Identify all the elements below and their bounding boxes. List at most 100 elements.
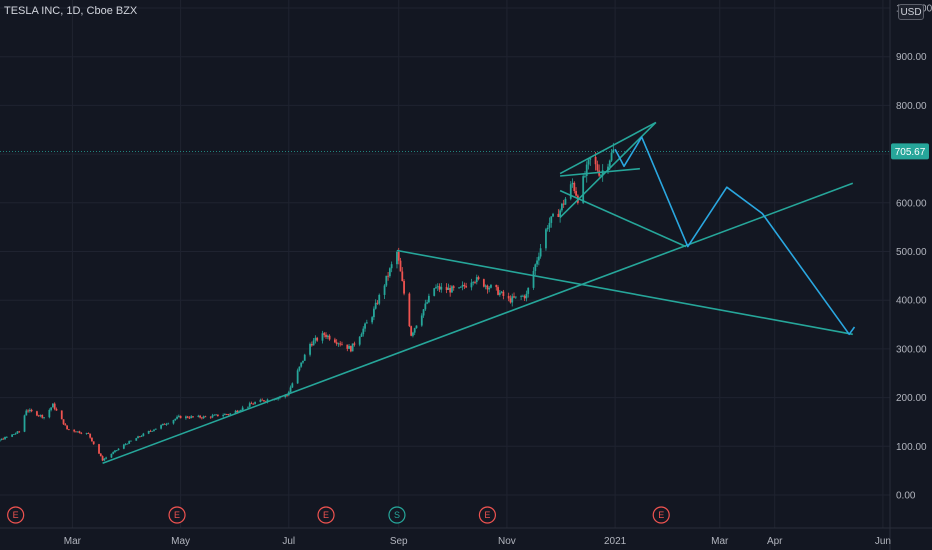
price-tick-label: 100.00 (896, 442, 927, 453)
candle (43, 417, 45, 420)
wedge-line[interactable] (559, 121, 657, 175)
candle (110, 453, 113, 459)
candle (209, 416, 212, 419)
candle (23, 414, 26, 433)
wedge-line[interactable] (559, 189, 687, 248)
candle (4, 436, 6, 440)
candle (585, 161, 588, 183)
event-markers[interactable]: E E E E ES (7, 506, 670, 524)
wedge-line[interactable] (559, 121, 657, 218)
earnings-marker[interactable]: E (478, 506, 497, 524)
candle (341, 341, 343, 346)
price-tick-label: 600.00 (896, 198, 927, 209)
last-price-text: 705.67 (895, 147, 926, 158)
candle (98, 443, 100, 455)
currency-button[interactable]: USD (898, 4, 924, 20)
earnings-marker[interactable]: E (7, 506, 25, 524)
candle (564, 197, 567, 205)
candle (484, 284, 487, 290)
price-axis[interactable]: 0.00 100.00 200.00 300.00 400.00 500.00 600.00… (896, 4, 932, 502)
candle (36, 410, 38, 417)
candle (422, 309, 425, 318)
candle (488, 285, 491, 293)
projection-path[interactable] (614, 136, 856, 336)
candle (250, 401, 253, 405)
candle (498, 289, 501, 297)
candle (364, 322, 366, 332)
candle (513, 292, 515, 299)
candle (552, 212, 554, 218)
candle (490, 283, 492, 289)
candle (52, 403, 54, 408)
candle (539, 243, 542, 259)
candle (142, 432, 145, 437)
candle (371, 315, 374, 325)
candle (11, 434, 14, 438)
candle (140, 435, 143, 437)
trendline-drawings[interactable] (102, 121, 856, 465)
wedge-line[interactable] (560, 167, 640, 177)
candle (520, 294, 523, 301)
candle (511, 293, 514, 307)
candle (165, 422, 168, 426)
candle (353, 341, 356, 347)
candle (0, 438, 3, 441)
candle (365, 319, 368, 324)
candle (401, 267, 404, 282)
earnings-marker[interactable]: E (652, 506, 670, 524)
svg-text:S: S (394, 510, 400, 520)
chart-grid (0, 0, 890, 528)
candle (435, 284, 437, 289)
candle (451, 285, 453, 293)
candle (396, 250, 398, 269)
candle (18, 430, 21, 433)
candle (474, 280, 476, 285)
candle (337, 342, 340, 347)
candle (569, 181, 572, 201)
candle (326, 334, 329, 340)
candle (610, 148, 613, 162)
candle (41, 414, 44, 419)
candle (445, 283, 448, 294)
candle (497, 285, 499, 296)
candle (349, 345, 352, 353)
falling-trendline[interactable] (396, 249, 853, 336)
candle (122, 443, 125, 450)
candle (415, 325, 418, 329)
candle (27, 409, 29, 413)
candle (587, 158, 590, 170)
earnings-marker[interactable]: E (317, 506, 335, 524)
candle (50, 407, 53, 412)
candle (536, 257, 538, 268)
candle (200, 416, 203, 420)
candle (323, 331, 326, 338)
candle (358, 335, 361, 347)
time-axis[interactable]: Mar May Jul Sep Nov 2021 Mar Apr Jun (64, 536, 891, 547)
candle (440, 282, 443, 293)
candle (53, 402, 56, 411)
candle (222, 413, 225, 418)
candle (310, 341, 313, 347)
price-tick-label: 300.00 (896, 344, 927, 355)
candle (312, 338, 315, 346)
candle (601, 164, 604, 182)
candle (335, 339, 338, 346)
candle (227, 413, 230, 416)
candle (351, 343, 354, 352)
candle (376, 300, 379, 305)
earnings-marker[interactable]: E (168, 506, 186, 524)
candle (105, 456, 108, 460)
candle (176, 415, 178, 420)
candle (500, 290, 503, 294)
candle (185, 415, 187, 420)
candle (482, 278, 485, 288)
support-trendline[interactable] (102, 182, 854, 465)
split-marker[interactable]: S (388, 506, 406, 524)
svg-text:E: E (658, 510, 664, 520)
candle (14, 432, 17, 435)
candle (427, 293, 430, 304)
candle (525, 290, 528, 302)
candle (197, 414, 200, 418)
